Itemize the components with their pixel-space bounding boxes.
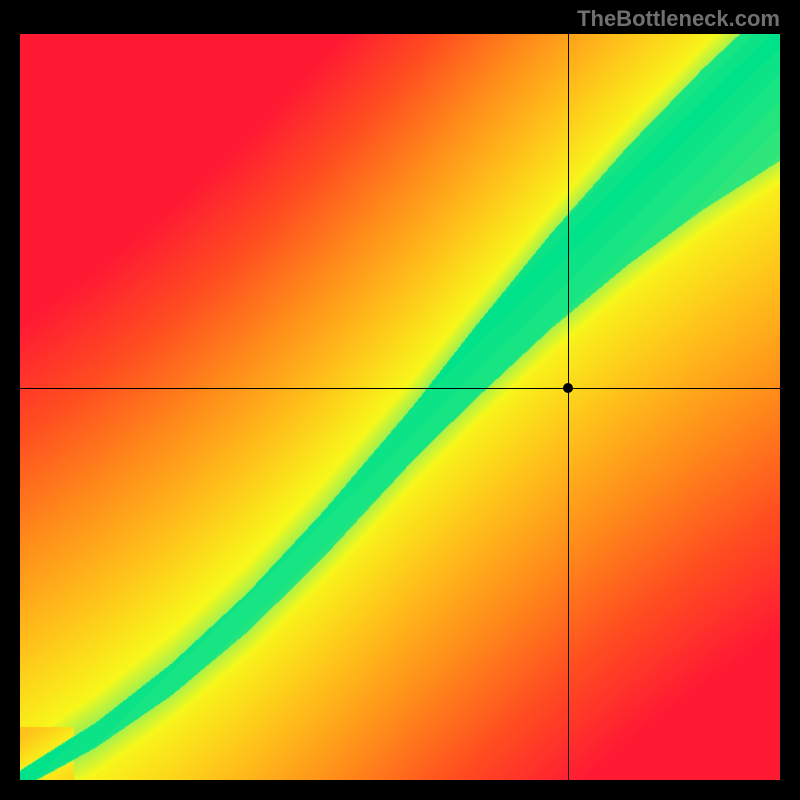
crosshair-horizontal: [20, 388, 780, 389]
watermark-text: TheBottleneck.com: [577, 6, 780, 32]
crosshair-marker: [563, 383, 573, 393]
plot-area: [20, 34, 780, 780]
heatmap-canvas: [20, 34, 780, 780]
crosshair-vertical: [568, 34, 569, 780]
